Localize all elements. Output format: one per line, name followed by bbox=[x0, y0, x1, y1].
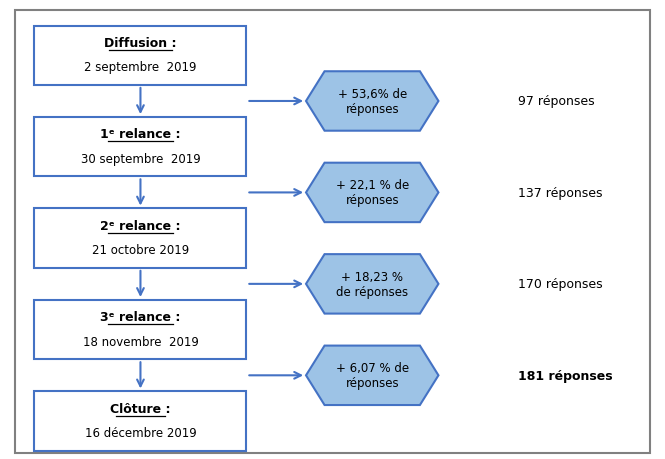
Text: Diffusion :: Diffusion : bbox=[104, 37, 177, 50]
Text: 181 réponses: 181 réponses bbox=[518, 369, 612, 382]
Text: 21 octobre 2019: 21 octobre 2019 bbox=[92, 244, 189, 257]
Text: + 6,07 % de
réponses: + 6,07 % de réponses bbox=[336, 362, 409, 390]
FancyBboxPatch shape bbox=[35, 27, 247, 86]
Polygon shape bbox=[306, 346, 438, 405]
Text: 170 réponses: 170 réponses bbox=[518, 278, 602, 291]
Text: + 22,1 % de
réponses: + 22,1 % de réponses bbox=[336, 179, 409, 207]
Text: + 18,23 %
de réponses: + 18,23 % de réponses bbox=[336, 270, 408, 298]
FancyBboxPatch shape bbox=[35, 118, 247, 177]
Text: 30 septembre  2019: 30 septembre 2019 bbox=[80, 152, 200, 165]
FancyBboxPatch shape bbox=[35, 209, 247, 268]
Text: 1ᵉ relance :: 1ᵉ relance : bbox=[100, 128, 181, 141]
Text: 97 réponses: 97 réponses bbox=[518, 95, 595, 108]
Text: 16 décembre 2019: 16 décembre 2019 bbox=[84, 426, 196, 439]
Polygon shape bbox=[306, 163, 438, 223]
Text: 18 novembre  2019: 18 novembre 2019 bbox=[82, 335, 198, 348]
FancyBboxPatch shape bbox=[35, 300, 247, 359]
Text: 137 réponses: 137 réponses bbox=[518, 186, 602, 200]
Text: 3ᵉ relance :: 3ᵉ relance : bbox=[100, 311, 181, 324]
FancyBboxPatch shape bbox=[15, 11, 650, 453]
Polygon shape bbox=[306, 72, 438, 131]
Text: 2ᵉ relance :: 2ᵉ relance : bbox=[100, 219, 181, 232]
Text: 2 septembre  2019: 2 septembre 2019 bbox=[84, 61, 197, 74]
Text: Clôture :: Clôture : bbox=[110, 402, 171, 415]
Text: + 53,6% de
réponses: + 53,6% de réponses bbox=[338, 88, 407, 116]
FancyBboxPatch shape bbox=[35, 392, 247, 451]
Polygon shape bbox=[306, 255, 438, 314]
